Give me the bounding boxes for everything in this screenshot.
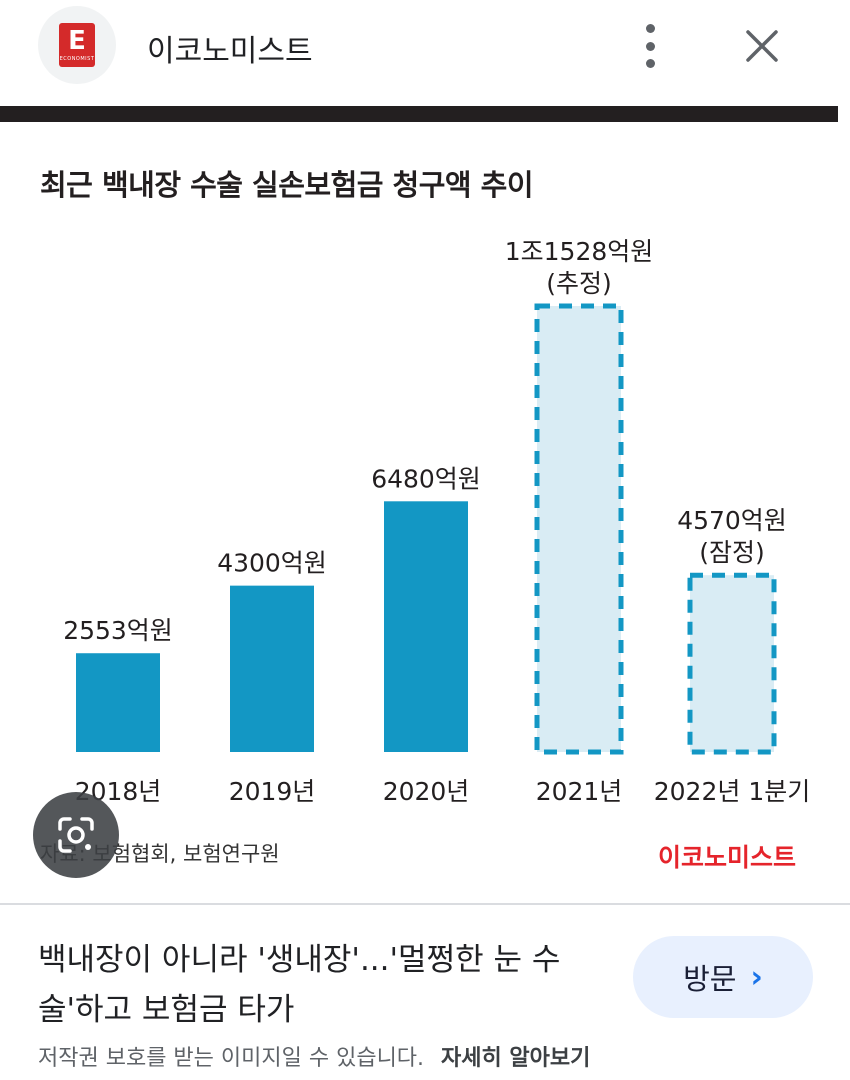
bar-chart: 2553억원2018년4300억원2019년6480억원2020년1조1528억…: [63, 237, 810, 806]
bar-0: [76, 653, 160, 752]
lens-glyph: [58, 817, 94, 853]
x-tick-label-2: 2020년: [383, 777, 470, 806]
site-logo-letter: E: [68, 26, 86, 56]
data-label-2-0: 6480억원: [371, 464, 481, 493]
visit-button-label: 방문: [683, 962, 737, 996]
result-headline[interactable]: 백내장이 아니라 '생내장'...'멀쩡한 눈 수술'하고 보험금 타가: [38, 942, 561, 1028]
x-tick-label-3: 2021년: [536, 777, 623, 806]
chart-title: 최근 백내장 수술 실손보험금 청구액 추이: [40, 168, 534, 202]
site-logo[interactable]: E ECONOMIST: [38, 6, 116, 84]
data-label-0-0: 2553억원: [63, 616, 173, 645]
close-icon[interactable]: [742, 26, 782, 66]
data-label-3-0: 1조1528억원: [505, 237, 654, 266]
copyright-notice: 저작권 보호를 받는 이미지일 수 있습니다. 자세히 알아보기: [38, 1040, 590, 1072]
data-label-4-1: (잠정): [699, 538, 765, 567]
bar-1: [230, 585, 314, 752]
image-divider: [0, 903, 850, 905]
chevron-right-icon: ›: [750, 959, 763, 995]
learn-more-link[interactable]: 자세히 알아보기: [441, 1046, 591, 1071]
data-label-3-1: (추정): [546, 269, 612, 298]
bar-4: [687, 572, 777, 755]
data-label-4-0: 4570억원: [677, 506, 787, 535]
chart-brand-mark: 이코노미스트: [658, 843, 797, 872]
viewer-header: E ECONOMIST 이코노미스트: [0, 0, 850, 95]
visit-button[interactable]: 방문 ›: [633, 936, 813, 1018]
chart-top-rule: [0, 106, 838, 122]
more-vert-icon[interactable]: [636, 24, 664, 68]
copyright-notice-text: 저작권 보호를 받는 이미지일 수 있습니다.: [38, 1046, 425, 1071]
x-tick-label-4: 2022년 1분기: [654, 777, 810, 806]
result-image[interactable]: 최근 백내장 수술 실손보험금 청구액 추이 2553억원 2018년 4300억원…: [0, 106, 850, 906]
site-name[interactable]: 이코노미스트: [147, 34, 313, 69]
lens-icon[interactable]: [33, 792, 119, 878]
bar-3: [534, 303, 624, 755]
x-tick-label-1: 2019년: [229, 777, 316, 806]
bar-2: [384, 501, 468, 752]
data-label-1-0: 4300억원: [217, 549, 327, 578]
site-logo-badge: E ECONOMIST: [59, 23, 95, 67]
